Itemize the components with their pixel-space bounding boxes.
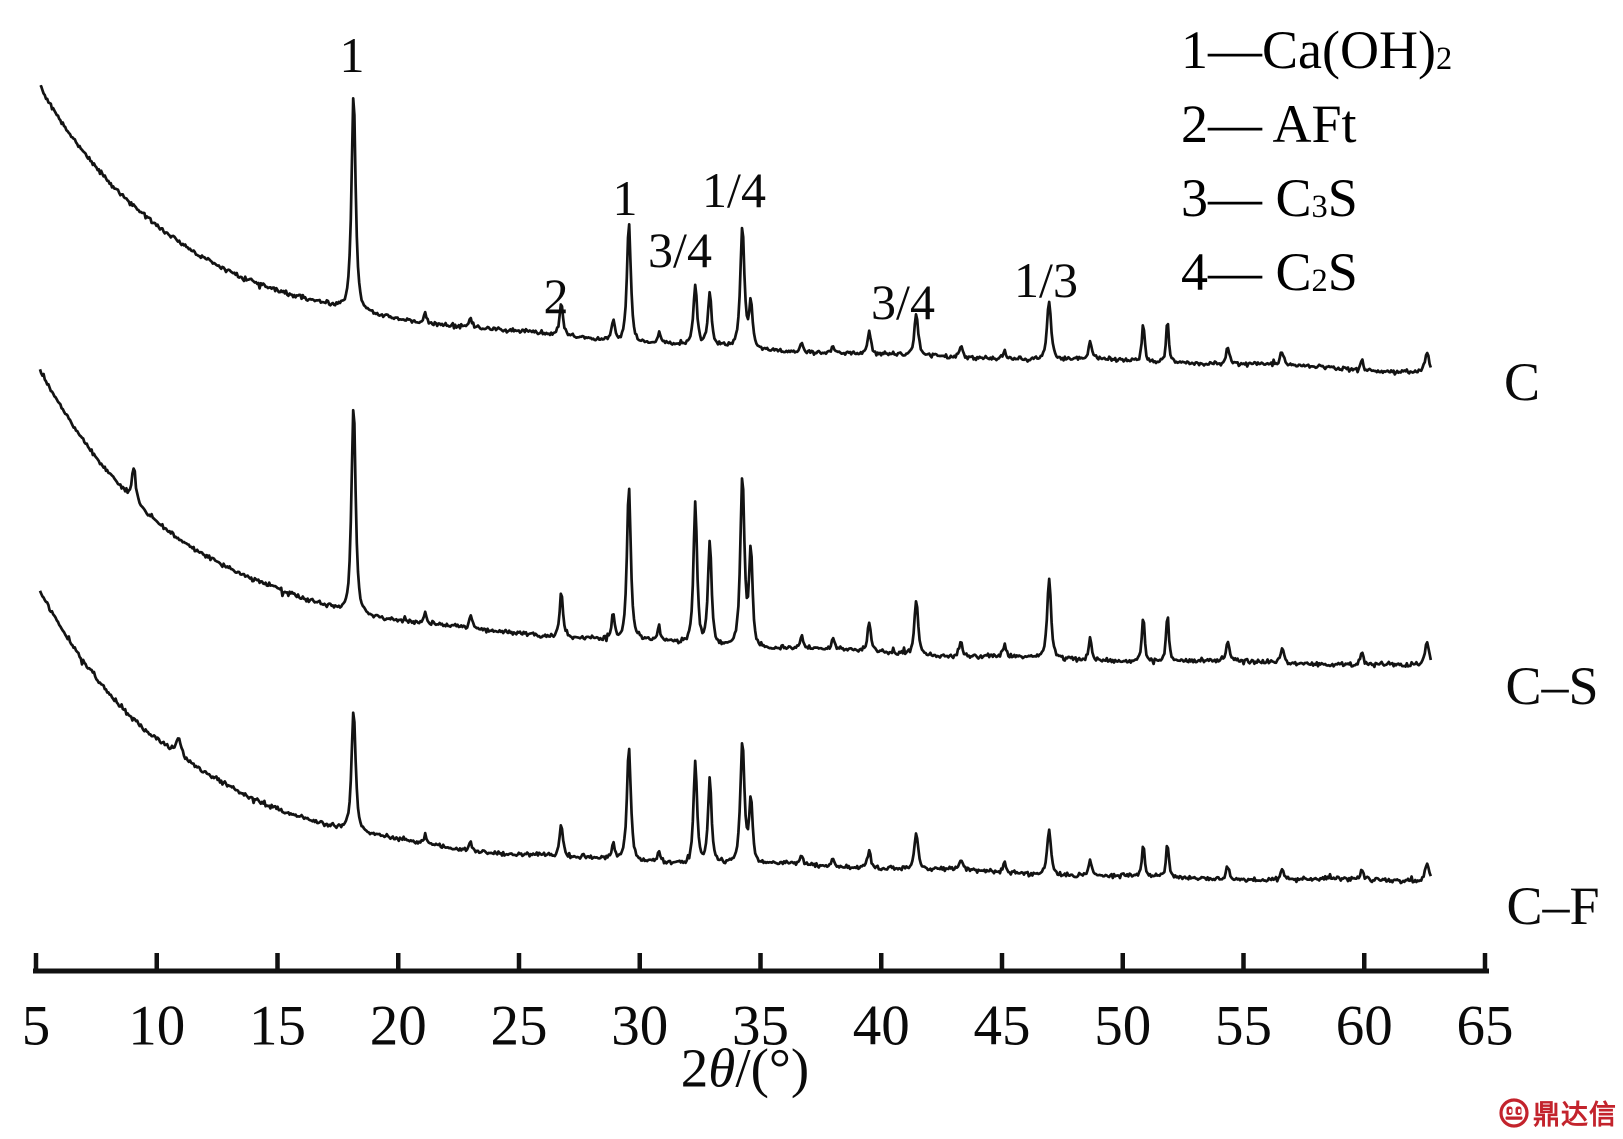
curves-layer: [38, 84, 1433, 885]
axis-title-post: /(°): [735, 1037, 810, 1099]
x-tick-label: 5: [21, 994, 51, 1058]
x-tick-label: 45: [973, 994, 1031, 1058]
legend-item-1: 1—Ca(OH) 2: [1181, 20, 1453, 80]
x-tick-label: 10: [128, 994, 186, 1058]
x-tick-label: 35: [732, 994, 789, 1058]
curve-C–S: [38, 368, 1433, 669]
watermark: 鼎达信: [1498, 1093, 1617, 1132]
peak-annotation: 1: [612, 170, 638, 226]
curve-label-C–F: C–F: [1506, 876, 1600, 936]
curve-C: [39, 84, 1433, 376]
watermark-text: 鼎达信: [1533, 1100, 1617, 1130]
peak-annotation: 1/3: [1014, 252, 1078, 308]
legend-item-4-suffix: S: [1327, 242, 1358, 302]
legend-item-3-suffix: S: [1327, 168, 1358, 228]
x-tick-label: 60: [1335, 994, 1393, 1058]
curve-label-C–S: C–S: [1505, 656, 1599, 716]
legend-item-3-text: 3— C: [1181, 168, 1312, 228]
axis-title-theta: θ: [708, 1037, 736, 1099]
x-tick-label: 30: [611, 994, 669, 1058]
x-tick-label: 40: [852, 994, 910, 1058]
legend-item-2-text: 2— AFt: [1181, 94, 1357, 154]
x-tick-label: 65: [1456, 994, 1514, 1058]
x-tick-label: 50: [1094, 994, 1152, 1058]
x-tick-label: 15: [249, 994, 306, 1058]
x-axis-title: 2θ/(°): [681, 1037, 809, 1100]
peak-annotation: 2: [543, 268, 569, 324]
x-tick-label: 55: [1215, 994, 1272, 1058]
legend-item-1-text: 1—Ca(OH): [1181, 20, 1436, 80]
peak-annotation: 1: [339, 27, 365, 83]
curve-C–F: [38, 590, 1433, 885]
dingdaxin-logo-icon: [1499, 1097, 1529, 1128]
legend-item-2: 2— AFt: [1181, 87, 1452, 161]
x-tick-label: 25: [490, 994, 548, 1058]
peak-annotation: 3/4: [871, 274, 935, 330]
x-ticks-layer: [33, 953, 1488, 972]
peak-annotation: 3/4: [648, 222, 712, 278]
legend-item-4-text: 4— C: [1181, 242, 1312, 302]
peak-annotation: 1/4: [702, 162, 766, 218]
axis-title-pre: 2: [680, 1037, 709, 1099]
curve-label-C: C: [1503, 352, 1541, 412]
x-tick-label: 20: [369, 994, 427, 1058]
